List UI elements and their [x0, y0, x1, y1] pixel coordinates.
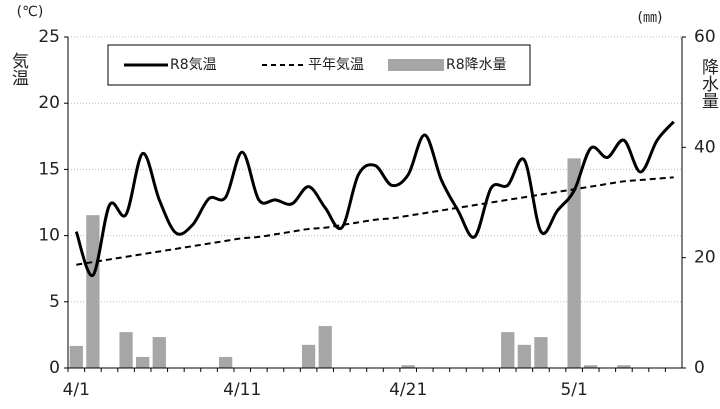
legend-swatch: [388, 59, 444, 71]
y-tick-label: 25: [38, 27, 60, 47]
line: [74, 120, 675, 277]
y-axis-label: 気温: [8, 52, 29, 86]
y2-unit: (㎜): [638, 10, 663, 26]
bar: [617, 365, 631, 368]
y-tick-label: 15: [38, 159, 60, 179]
bar: [318, 326, 332, 368]
legend-label: 平年気温: [308, 57, 364, 73]
bar: [501, 332, 515, 368]
y-unit: (℃): [17, 4, 44, 20]
legend-label: R8降水量: [446, 57, 507, 73]
y2-tick-label: 60: [694, 27, 716, 47]
bar: [86, 215, 100, 368]
y-tick-label: 5: [49, 292, 60, 312]
legend-label: R8気温: [170, 57, 217, 73]
bar: [534, 337, 548, 368]
y-tick-label: 20: [38, 93, 60, 113]
bar: [301, 344, 316, 368]
bar: [119, 332, 133, 368]
x-tick-label: 4/1: [63, 380, 90, 400]
y2-tick-label: 0: [694, 358, 705, 378]
y-tick-label: 10: [38, 226, 60, 246]
y2-axis-label: 降水量: [698, 58, 719, 109]
bar: [584, 365, 598, 368]
line: [76, 176, 674, 266]
x-tick-label: 4/11: [223, 380, 261, 400]
x-tick-label: 5/1: [560, 380, 587, 400]
legend-box: [107, 44, 531, 86]
bar: [152, 337, 166, 368]
y-tick-label: 0: [49, 358, 60, 378]
bar: [69, 345, 83, 368]
bar: [219, 356, 233, 368]
bar: [136, 356, 150, 368]
bar: [401, 365, 415, 368]
bar: [567, 158, 581, 368]
x-tick-label: 4/21: [389, 380, 427, 400]
y2-tick-label: 20: [694, 248, 716, 268]
bar: [517, 344, 531, 368]
y2-tick-label: 40: [694, 137, 716, 157]
